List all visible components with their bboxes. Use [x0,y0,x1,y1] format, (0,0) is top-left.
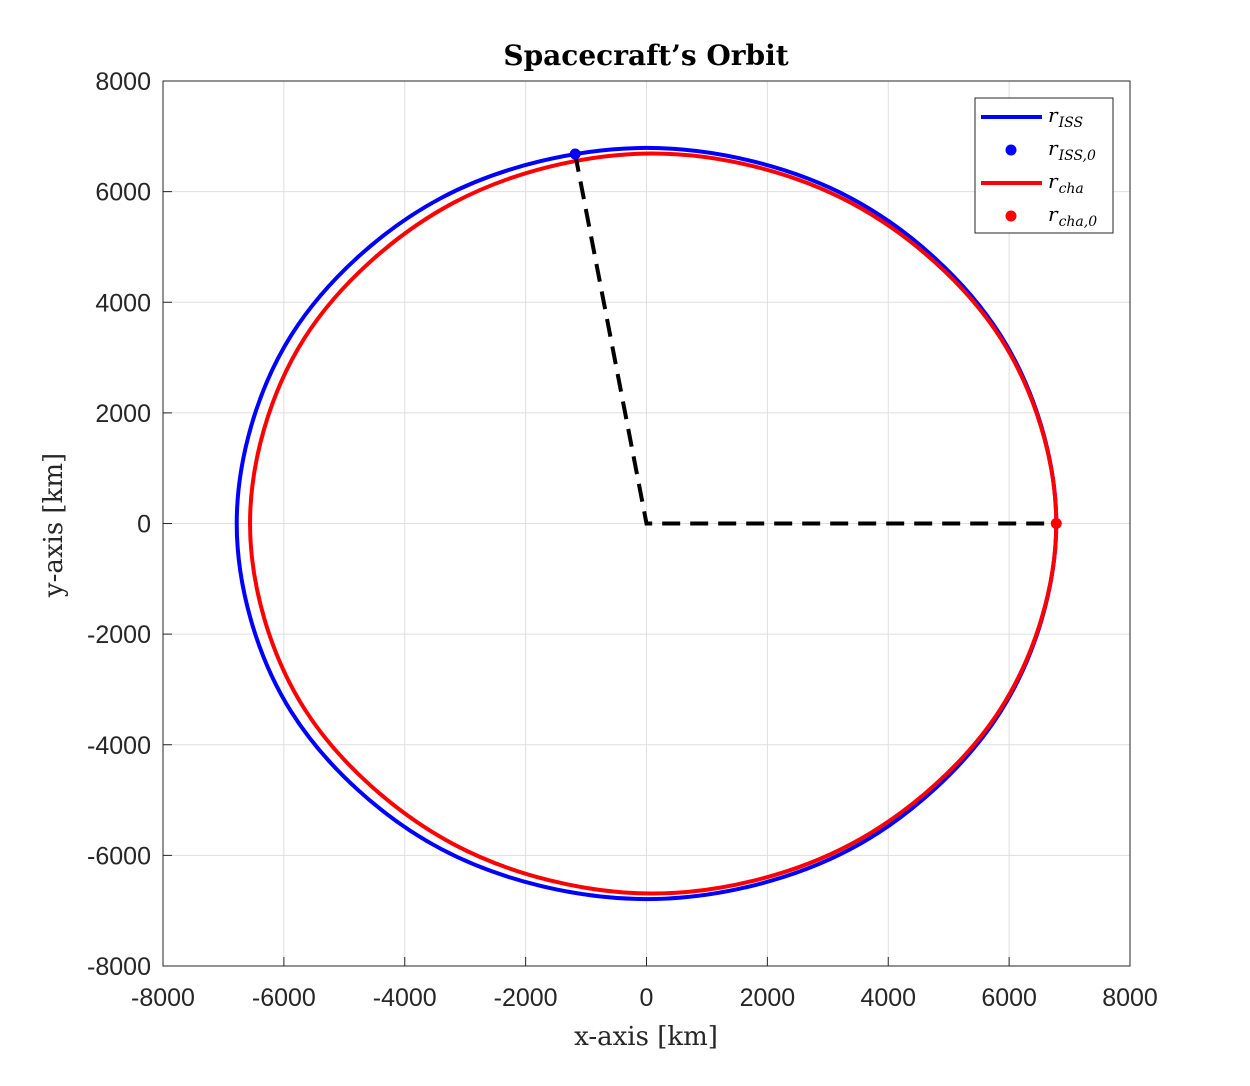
legend-label: rISS [1048,103,1083,131]
y-tick-label: 8000 [95,68,151,96]
legend-label-subscript: ISS,0 [1058,148,1096,164]
x-tick-label: -8000 [131,984,195,1012]
legend-label-base: r [1048,169,1059,193]
legend-label-subscript: cha [1059,181,1084,197]
data-series [234,145,1062,902]
y-tick-label: 2000 [95,400,151,428]
x-tick-label: 8000 [1102,984,1158,1012]
initial-point-r-iss-0 [569,148,581,160]
y-tick-label: -2000 [87,621,151,649]
y-tick-label: -6000 [87,842,151,870]
legend-label-subscript: ISS [1058,115,1083,131]
orbit-line-r-cha [248,151,1059,896]
y-tick-label: -8000 [87,953,151,981]
x-tick-label: 2000 [740,984,796,1012]
chart-title: Spacecraft’s Orbit [503,39,788,72]
legend-label-base: r [1048,103,1059,127]
legend-label-base: r [1048,202,1059,226]
y-tick-label: 6000 [95,179,151,207]
y-tick-label: -4000 [87,732,151,760]
initial-point-r-cha-0 [1050,518,1062,529]
orbit-line-r-iss [234,145,1059,902]
y-axis-label: y-axis [km] [39,453,69,598]
x-tick-label: -4000 [373,984,437,1012]
x-tick-label: -6000 [252,984,316,1012]
legend-dot-swatch [1005,210,1017,222]
x-tick-label: 4000 [860,984,916,1012]
x-tick-label: 6000 [981,984,1037,1012]
legend-label: rISS,0 [1048,136,1096,164]
legend-label-subscript: cha,0 [1059,214,1098,230]
y-tick-label: 4000 [95,289,151,317]
x-tick-label: 0 [640,984,654,1012]
legend-label-base: r [1048,136,1059,160]
axis-ticks: -8000 -6000 -4000 -2000 0 2000 4000 6000 8000 -80… [87,68,1158,1012]
legend-dot-swatch [1005,144,1017,156]
legend-label: rcha,0 [1048,202,1097,230]
dashed-radius-line [573,153,1057,526]
y-tick-label: 0 [137,511,151,539]
legend-label: rcha [1048,169,1084,197]
x-tick-label: -2000 [494,984,558,1012]
legend-box [974,97,1114,234]
x-axis-label: x-axis [km] [574,1022,718,1052]
